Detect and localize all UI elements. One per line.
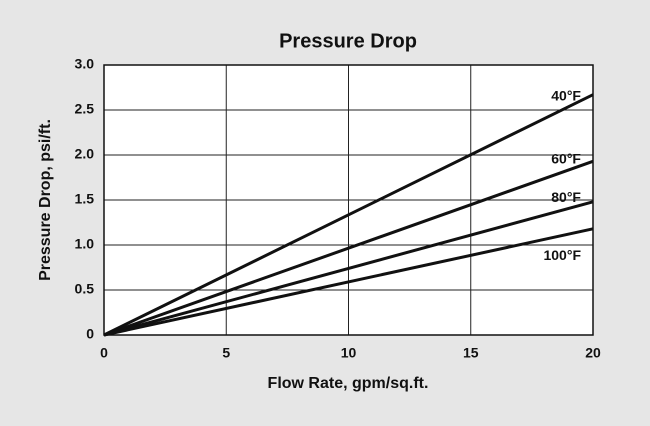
series-label: 60°F: [551, 151, 581, 167]
series-line: [103, 159, 594, 337]
y-axis-title: Pressure Drop, psi/ft.: [37, 119, 54, 281]
x-tick-label: 5: [222, 345, 230, 361]
x-tick-label: 15: [463, 345, 479, 361]
series-line: [103, 227, 594, 337]
y-tick-label: 0.5: [75, 281, 95, 297]
series-label: 100°F: [543, 247, 581, 263]
series-label: 80°F: [551, 189, 581, 205]
y-tick-label: 2.5: [75, 101, 95, 117]
series-label: 40°F: [551, 87, 581, 103]
plot-border: [103, 64, 594, 336]
y-tick-label: 0: [86, 326, 94, 342]
y-tick-label: 1.0: [75, 236, 95, 252]
x-tick-label: 20: [585, 345, 601, 361]
x-axis-title: Flow Rate, gpm/sq.ft.: [268, 375, 429, 392]
x-tick-label: 0: [100, 345, 108, 361]
series-line: [103, 200, 594, 337]
chart-title: Pressure Drop: [279, 30, 417, 52]
y-tick-label: 2.0: [75, 146, 95, 162]
x-tick-label: 10: [341, 345, 357, 361]
y-tick-label: 3.0: [75, 56, 95, 72]
y-tick-label: 1.5: [75, 191, 95, 207]
series-line: [103, 93, 594, 337]
